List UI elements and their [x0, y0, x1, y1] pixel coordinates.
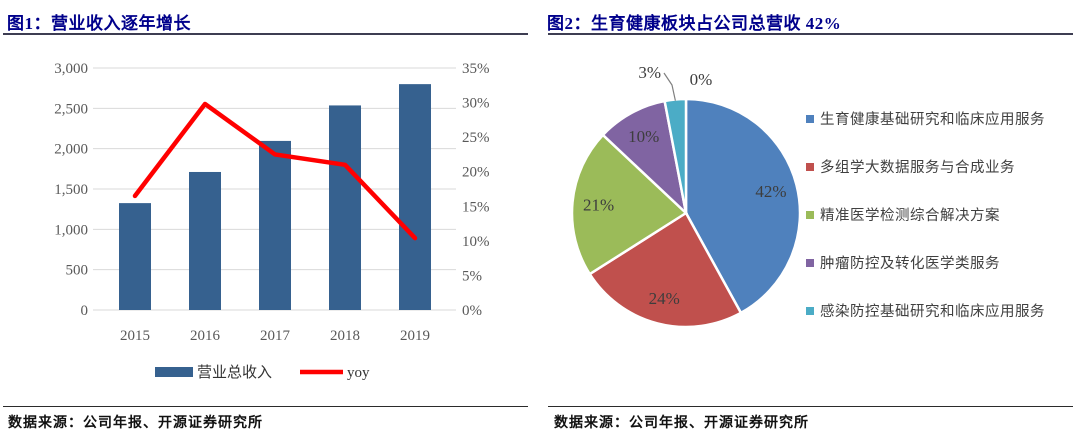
- figure2-title-rule: [548, 33, 1073, 35]
- x-axis-label-2015: 2015: [120, 328, 150, 344]
- x-axis-label-2018: 2018: [330, 328, 360, 344]
- revenue-bar-2019: [399, 84, 431, 310]
- right-axis-tick-label: 30%: [462, 96, 490, 112]
- right-axis-tick-label: 10%: [462, 234, 490, 250]
- left-axis-tick-label: 2,500: [54, 101, 88, 117]
- figure1-title: 图1：营业收入逐年增长: [7, 14, 191, 33]
- legend-label-yoy: yoy: [347, 365, 370, 381]
- pie-legend-label-3: 肿瘤防控及转化医学类服务: [820, 255, 1000, 272]
- right-axis-tick-label: 20%: [462, 165, 490, 181]
- pie-legend-label-2: 精准医学检测综合解决方案: [820, 206, 1000, 224]
- figure1-source-rule: [3, 406, 528, 407]
- left-axis-tick-label: 2,000: [54, 142, 88, 158]
- right-axis-tick-label: 5%: [462, 268, 482, 284]
- pie-slice-2: [570, 133, 689, 276]
- yoy-line: [132, 101, 418, 241]
- pie-slice-3: [601, 99, 688, 217]
- x-axis-label-2019: 2019: [400, 328, 430, 344]
- pie-legend-swatch-2: [806, 211, 814, 219]
- pie-legend-swatch-1: [806, 163, 814, 171]
- figure2-source-rule: [548, 406, 1073, 407]
- revenue-combo-chart: 0 500 1,000 1,500 2,000 2,500 3,000 0% 5% 10% 15% 2…: [54, 61, 490, 381]
- pie-data-label-5: 0%: [690, 70, 713, 89]
- pie-data-label-0: 42%: [755, 182, 786, 201]
- pie-legend-label-4: 感染防控基础研究和临床应用服务: [820, 302, 1045, 320]
- pie-legend-swatch-3: [806, 259, 814, 267]
- segment-pie-chart: 42% 24% 21% 10% 3% 0% 生育健康基础研究和临床应用服务多组学大数据服务与…: [570, 63, 1045, 329]
- pie-data-label-2: 21%: [583, 196, 614, 215]
- pie-legend-swatch-4: [806, 307, 814, 315]
- revenue-bar-2018: [329, 105, 361, 310]
- right-axis-tick-label: 35%: [462, 61, 490, 77]
- left-axis-tick-label: 3,000: [54, 61, 88, 77]
- figure2-title: 图2：生育健康板块占公司总营收 42%: [547, 14, 842, 33]
- left-axis-tick-label: 1,000: [54, 222, 88, 238]
- x-axis-label-2016: 2016: [190, 328, 221, 344]
- pie-legend-swatch-0: [806, 115, 814, 123]
- pie-data-label-3: 10%: [628, 127, 659, 146]
- figure1-title-rule: [3, 33, 528, 35]
- right-axis-tick-label: 25%: [462, 130, 490, 146]
- figure1-source: 数据来源：公司年报、开源证券研究所: [8, 416, 263, 431]
- pie-legend-label-0: 生育健康基础研究和临床应用服务: [820, 110, 1045, 128]
- left-axis-tick-label: 1,500: [54, 182, 88, 198]
- revenue-bar-2015: [119, 203, 151, 310]
- figure1-panel: 图1：营业收入逐年增长 0 500 1,000 1,500 2,000 2,500 3,00…: [3, 14, 528, 431]
- legend-swatch-revenue: [155, 367, 193, 377]
- pie-slice-1: [588, 211, 743, 329]
- x-axis-label-2017: 2017: [260, 328, 291, 344]
- right-axis-tick-label: 15%: [462, 199, 490, 215]
- figure2-source: 数据来源：公司年报、开源证券研究所: [554, 416, 809, 431]
- left-axis-tick-label: 0: [81, 303, 89, 319]
- right-axis-tick-label: 0%: [462, 303, 482, 319]
- pie-label-leader: [663, 72, 676, 101]
- pie-legend-label-1: 多组学大数据服务与合成业务: [820, 159, 1015, 176]
- left-axis-tick-label: 500: [66, 263, 89, 279]
- revenue-bar-2016: [189, 171, 221, 310]
- figure2-panel: 图2：生育健康板块占公司总营收 42% 42% 24% 21% 10% 3% 0% 生育健康…: [540, 0, 1080, 446]
- revenue-bar-2017: [259, 140, 291, 310]
- pie-data-label-1: 24%: [649, 289, 680, 308]
- pie-data-label-4: 3%: [638, 63, 661, 82]
- pie-slice-0: [684, 97, 802, 315]
- legend-label-revenue: 营业总收入: [197, 364, 272, 381]
